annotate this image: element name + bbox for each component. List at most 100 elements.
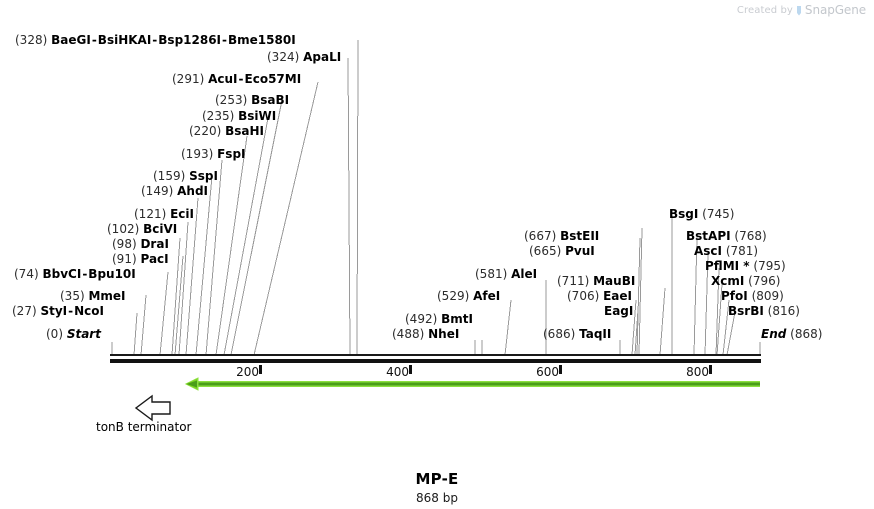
site-position-74: (74) (14, 267, 39, 281)
site-label-291[interactable]: (291) AcuI-Eco57MI (172, 73, 301, 86)
site-label-686[interactable]: (686) TaqII (543, 328, 611, 341)
site-label-149[interactable]: (149) AhdI (141, 185, 208, 198)
site-position-121: (121) (134, 207, 167, 221)
site-label-eagi[interactable]: EagI (604, 305, 633, 318)
watermark-brand: SnapGene (804, 3, 866, 17)
site-name-fspi: FspI (217, 147, 246, 161)
sequence-length-label: 868 bp (416, 491, 458, 505)
site-label-711[interactable]: (711) MauBI (557, 275, 635, 288)
site-name-bstapi: BstAPI (686, 229, 731, 243)
map-title-block: MP-E 868 bp (0, 470, 874, 505)
site-position-324: (324) (267, 50, 300, 64)
site-label-488[interactable]: (488) NheI (392, 328, 459, 341)
site-label-98[interactable]: (98) DraI (112, 238, 169, 251)
end-position: (868) (790, 327, 823, 341)
start-position: (0) (46, 327, 63, 341)
site-label-328[interactable]: (328) BaeGI-BsiHKAI-Bsp1286I-Bme1580I (15, 34, 296, 47)
label-sep: - (222, 33, 228, 47)
site-name-nhei: NheI (428, 327, 460, 341)
site-name-bsp1286i: Bsp1286I (158, 33, 222, 47)
site-name-bme1580i: Bme1580I (228, 33, 296, 47)
site-label-665[interactable]: (665) PvuI (529, 245, 595, 258)
site-name-styi: StyI (40, 304, 68, 318)
site-label-745[interactable]: BsgI (745) (669, 208, 734, 221)
label-sep: - (68, 304, 74, 318)
watermark-prefix: Created by (736, 4, 793, 16)
site-label-816[interactable]: BsrBI (816) (728, 305, 800, 318)
site-position-328: (328) (15, 33, 48, 47)
site-name-paci: PacI (140, 252, 169, 266)
site-position-159: (159) (153, 169, 186, 183)
site-name-bstei: BstEII (560, 229, 600, 243)
site-position-253: (253) (215, 93, 248, 107)
site-label-795[interactable]: PflMI * (795) (705, 260, 786, 273)
site-position-816: (816) (767, 304, 800, 318)
site-name-sspi: SspI (189, 169, 218, 183)
site-position-768: (768) (734, 229, 767, 243)
label-sep: - (91, 33, 97, 47)
ruler-tick-200: 200 (236, 365, 259, 379)
ruler-tick-400: 400 (386, 365, 409, 379)
site-label-667[interactable]: (667) BstEII (524, 230, 599, 243)
site-position-706: (706) (567, 289, 600, 303)
ruler-tick-800: 800 (686, 365, 709, 379)
site-position-686: (686) (543, 327, 576, 341)
ruler-tick-600: 600 (536, 365, 559, 379)
site-label-581[interactable]: (581) AleI (475, 268, 537, 281)
site-position-581: (581) (475, 267, 508, 281)
site-name-bsiwi: BsiWI (238, 109, 277, 123)
site-position-745: (745) (702, 207, 735, 221)
site-label-121[interactable]: (121) EciI (134, 208, 194, 221)
site-name-acui: AcuI (208, 72, 238, 86)
site-label-768[interactable]: BstAPI (768) (686, 230, 767, 243)
site-label-193[interactable]: (193) FspI (181, 148, 246, 161)
site-name-mmei: MmeI (88, 289, 126, 303)
site-position-220: (220) (189, 124, 222, 138)
site-label-809[interactable]: PfoI (809) (721, 290, 784, 303)
label-sep: - (238, 72, 244, 86)
site-label-781[interactable]: AscI (781) (694, 245, 758, 258)
site-name-taqii: TaqII (579, 327, 612, 341)
label-sep: - (82, 267, 88, 281)
site-label-492[interactable]: (492) BmtI (405, 313, 473, 326)
site-label-27[interactable]: (27) StyI-NcoI (12, 305, 104, 318)
snapgene-watermark: Created by SnapGene (737, 3, 866, 17)
site-position-809: (809) (751, 289, 784, 303)
site-label-end[interactable]: End (868) (761, 328, 822, 341)
site-label-324[interactable]: (324) ApaLI (267, 51, 341, 64)
site-position-98: (98) (112, 237, 137, 251)
site-label-start[interactable]: (0) Start (46, 328, 101, 341)
site-label-529[interactable]: (529) AfeI (437, 290, 500, 303)
site-position-193: (193) (181, 147, 214, 161)
sequence-direction-arrow (184, 377, 760, 391)
site-label-235[interactable]: (235) BsiWI (202, 110, 276, 123)
site-position-291: (291) (172, 72, 205, 86)
site-name-bsgi: BsgI (669, 207, 699, 221)
site-name-bsrbi: BsrBI (728, 304, 764, 318)
site-position-667: (667) (524, 229, 557, 243)
snapgene-logo-icon (796, 5, 802, 17)
site-label-102[interactable]: (102) BciVI (107, 223, 177, 236)
site-label-74[interactable]: (74) BbvCI-Bpu10I (14, 268, 136, 281)
label-sep: - (152, 33, 158, 47)
site-name-apali: ApaLI (303, 50, 342, 64)
site-label-796[interactable]: XcmI (796) (711, 275, 780, 288)
site-name-alei: AleI (511, 267, 538, 281)
site-label-159[interactable]: (159) SspI (153, 170, 218, 183)
site-label-706[interactable]: (706) EaeI (567, 290, 632, 303)
site-position-91: (91) (112, 252, 137, 266)
site-name-bsahi: BsaHI (225, 124, 265, 138)
site-position-102: (102) (107, 222, 140, 236)
site-label-220[interactable]: (220) BsaHI (189, 125, 264, 138)
page-title: MP-E (415, 470, 459, 488)
end-label: End (761, 327, 787, 341)
site-label-35[interactable]: (35) MmeI (60, 290, 126, 303)
site-position-27: (27) (12, 304, 37, 318)
tonb-terminator-arrow-icon (134, 394, 171, 422)
site-position-35: (35) (60, 289, 85, 303)
site-label-91[interactable]: (91) PacI (112, 253, 169, 266)
site-name-pfoi: PfoI (721, 289, 748, 303)
site-name-ecii: EciI (170, 207, 194, 221)
site-label-253[interactable]: (253) BsaBI (215, 94, 289, 107)
feature-label-tonb-terminator[interactable]: tonB terminator (96, 420, 192, 434)
